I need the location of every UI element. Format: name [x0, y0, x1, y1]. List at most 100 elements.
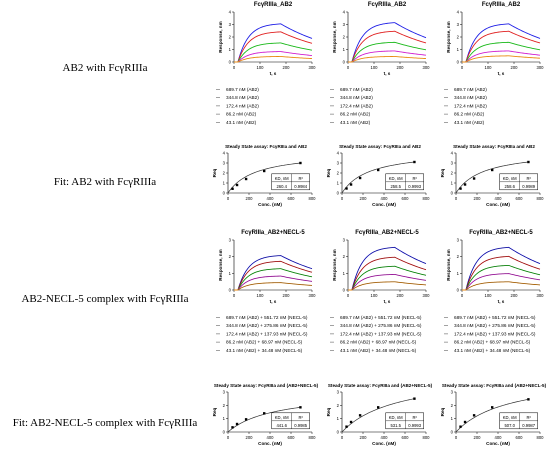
y-tick-label: 3	[337, 390, 340, 395]
series-line-1	[234, 23, 313, 63]
y-tick-label: 0	[457, 60, 460, 65]
y-tick-label: 2	[457, 35, 460, 40]
y-axis-label: Req	[440, 407, 445, 416]
x-tick-label: 200	[246, 435, 254, 440]
fit-line-1	[351, 247, 427, 291]
x-tick-label: 200	[474, 435, 482, 440]
chart-title: Steady State assay: FcγRIIIa and AB2	[339, 144, 421, 149]
legend-entry: 172.4 nM (AB2)	[340, 103, 373, 108]
chart-title: Steady State assay: FcγRIIIa and (AB2+NE…	[442, 383, 547, 388]
data-point	[463, 420, 467, 424]
r2-header: R²	[526, 415, 531, 420]
legend-entry: 344.8 nM (AB2)	[226, 95, 259, 100]
x-tick-label: 0	[341, 435, 344, 440]
data-point	[459, 187, 462, 190]
r2-header: R²	[298, 176, 303, 181]
x-tick-label: 200	[511, 293, 519, 298]
y-axis-label: Response, nm	[218, 21, 223, 52]
x-tick-label: 0	[347, 293, 350, 298]
fit-line-4	[237, 275, 313, 291]
x-tick-label: 0	[233, 65, 236, 70]
series-line-1	[462, 23, 541, 63]
x-tick-label: 800	[537, 196, 545, 201]
kd-value: 260.4	[276, 184, 287, 189]
chart-title: Steady State assay: FcγRIIIa and AB2	[453, 144, 535, 149]
data-point	[491, 406, 494, 409]
x-tick-label: 400	[381, 196, 389, 201]
fit-line-3	[351, 266, 427, 291]
data-point	[358, 176, 362, 180]
steady-state-panel: Steady State assay: FcγRIIIa and (AB2+NE…	[440, 382, 548, 454]
x-tick-label: 200	[397, 293, 405, 298]
x-tick-label: 300	[309, 293, 317, 298]
x-axis-label: Conc. (nM)	[258, 441, 282, 446]
x-tick-label: 0	[227, 435, 230, 440]
y-tick-label: 3	[223, 161, 226, 166]
x-tick-label: 0	[233, 293, 236, 298]
series-line-1	[348, 22, 427, 63]
steady-state-panel: Steady State assay: FcγRIIIa and AB2 0 200…	[440, 143, 548, 215]
steady-state-svg: Steady State assay: FcγRIIIa and (AB2+NE…	[440, 383, 547, 446]
y-axis-label: Req	[326, 407, 331, 416]
data-point	[358, 414, 362, 417]
data-point	[527, 160, 530, 164]
y-tick-label: 2	[337, 403, 340, 408]
sensorgram-svg: FcγRIIIa_AB2 0 100 200 300 0 1 2 3 4 t, s Response,…	[444, 2, 545, 125]
data-point	[413, 397, 416, 400]
x-tick-label: 200	[360, 196, 368, 201]
legend-entry: 344.8 nM (AB2)	[340, 95, 373, 100]
y-tick-label: 2	[223, 171, 226, 176]
kd-header: KD, nM	[389, 176, 403, 181]
x-tick-label: 300	[537, 65, 545, 70]
legend-entry: 43.1 nM (AB2)	[340, 120, 371, 125]
y-tick-label: 2	[223, 403, 226, 408]
legend-entry: 86.2 nM (AB2)	[454, 112, 485, 117]
legend-entry: 344.8 nM (AB2) + 275.86 nM (NECL-5)	[226, 323, 308, 328]
data-point	[377, 406, 380, 409]
series-line-5	[234, 282, 313, 291]
x-tick-label: 300	[423, 293, 431, 298]
x-axis-label: Conc. (nM)	[372, 202, 396, 207]
x-tick-label: 200	[397, 65, 405, 70]
x-tick-label: 400	[267, 196, 275, 201]
data-point	[231, 426, 234, 429]
y-tick-label: 1	[223, 181, 226, 186]
sensorgram-panel: FcγRIIIa_AB2 0 100 200 300 0 1 2 3 4 t, s Response,…	[212, 0, 317, 125]
y-tick-label: 4	[451, 151, 454, 156]
steady-state-svg: Steady State assay: FcγRIIIa and (AB2+NE…	[326, 383, 433, 446]
y-tick-label: 0	[343, 60, 346, 65]
legend-entry: 172.4 nM (AB2)	[454, 103, 487, 108]
x-tick-label: 0	[455, 196, 458, 201]
y-tick-label: 1	[451, 181, 454, 186]
chart-title: Steady State assay: FcγRIIIa and (AB2+NE…	[328, 383, 433, 388]
x-tick-label: 100	[257, 293, 265, 298]
r2-value: 0.9984	[294, 184, 307, 189]
y-tick-label: 3	[229, 238, 232, 243]
chart-title: FcγRIIIa_AB2	[482, 2, 521, 8]
fit-curve	[341, 161, 414, 194]
sensorgram-panel: FcγRIIIa_AB2+NECL-5 0 100 200 300 0 1 2 3 t, s Res…	[326, 228, 431, 353]
y-axis-label: Response, nm	[332, 249, 337, 280]
y-tick-label: 2	[337, 171, 340, 176]
y-tick-label: 0	[457, 288, 460, 293]
data-point	[299, 406, 302, 409]
x-tick-label: 0	[227, 196, 230, 201]
chart-title: FcγRIIIa_AB2	[254, 2, 293, 8]
x-axis-label: t, s	[384, 299, 391, 304]
y-axis-label: Req	[212, 168, 217, 177]
x-tick-label: 800	[423, 435, 431, 440]
kd-header: KD, nM	[275, 176, 289, 181]
fit-curve	[341, 398, 414, 433]
x-axis-label: t, s	[270, 71, 277, 76]
x-axis-label: Conc. (nM)	[258, 202, 282, 207]
fit-line-4	[351, 274, 427, 291]
x-axis-label: t, s	[384, 71, 391, 76]
chart-title: Steady State assay: FcγRIIIa and AB2	[225, 144, 307, 149]
row-label-ab2: AB2 with FcγRIIIa	[62, 62, 148, 74]
series-line-3	[348, 41, 427, 63]
data-point	[349, 183, 353, 186]
y-tick-label: 3	[457, 22, 460, 27]
legend-entry: 172.4 nM (AB2) + 137.93 nM (NECL-5)	[226, 331, 308, 336]
y-tick-label: 1	[337, 181, 340, 186]
fit-curve	[455, 399, 528, 433]
